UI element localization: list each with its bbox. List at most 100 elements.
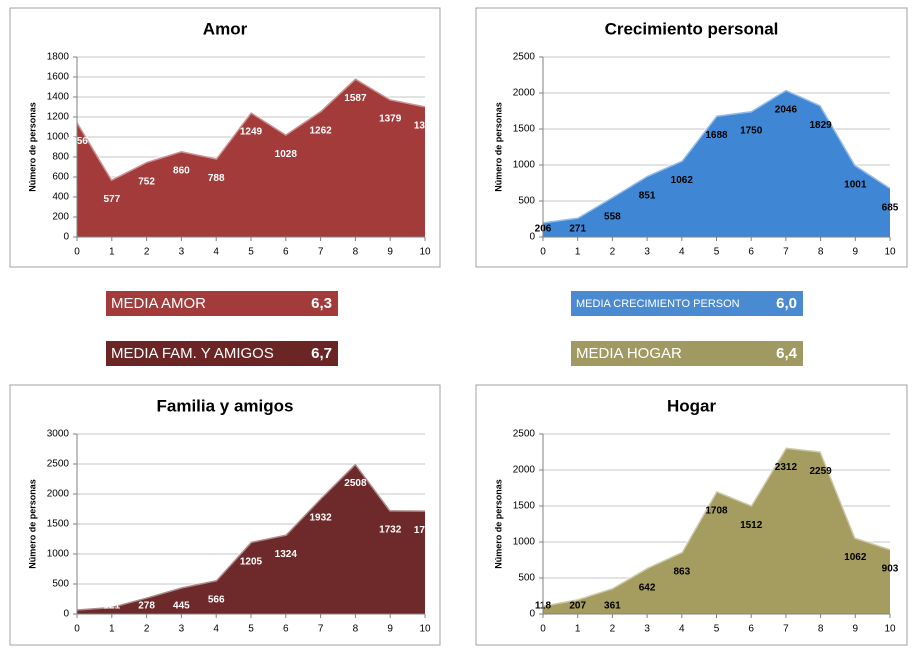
x-tick-label: 10: [884, 247, 896, 258]
y-tick-label: 0: [63, 609, 69, 620]
area: [543, 89, 890, 237]
x-tick-label: 5: [714, 247, 720, 258]
data-label: 2312: [775, 462, 798, 473]
y-tick-label: 3000: [47, 429, 70, 440]
y-tick-label: 500: [518, 573, 535, 584]
x-tick-label: 1: [575, 247, 581, 258]
data-label: 445: [173, 601, 190, 612]
data-label: 278: [138, 601, 155, 612]
y-tick-label: 1000: [47, 132, 70, 143]
y-tick-label: 1000: [513, 160, 536, 171]
y-tick-label: 800: [52, 152, 69, 163]
data-label: 1708: [705, 506, 728, 517]
y-tick-label: 1000: [513, 537, 536, 548]
y-tick-label: 1400: [47, 92, 70, 103]
data-label: 2046: [775, 104, 798, 115]
data-label: 361: [604, 601, 621, 612]
data-label: 2508: [344, 478, 367, 489]
data-label: 1727: [414, 525, 437, 536]
y-axis-label: Número de personas: [27, 479, 37, 569]
y-tick-label: 0: [529, 609, 535, 620]
data-label: 1379: [379, 114, 402, 125]
x-tick-label: 6: [283, 624, 289, 635]
data-label: 566: [208, 595, 225, 606]
y-axis-label: Número de personas: [493, 479, 503, 569]
x-tick-label: 2: [144, 624, 150, 635]
data-label: 1062: [844, 552, 867, 563]
x-tick-label: 7: [783, 624, 789, 635]
data-label: 788: [208, 173, 225, 184]
y-tick-label: 500: [52, 579, 69, 590]
summary-box: [106, 291, 338, 316]
data-label: 1028: [275, 149, 298, 160]
x-tick-label: 3: [644, 247, 650, 258]
data-label: 1249: [240, 127, 263, 138]
x-tick-label: 1: [575, 624, 581, 635]
y-tick-label: 1500: [513, 124, 536, 135]
x-tick-label: 3: [644, 624, 650, 635]
data-label: 121: [103, 601, 120, 612]
area: [543, 447, 890, 614]
area-top: [543, 445, 890, 607]
summary-label: MEDIA HOGAR: [576, 345, 682, 362]
chart-title: Amor: [203, 19, 248, 38]
x-tick-label: 3: [179, 624, 185, 635]
data-label: 903: [882, 564, 899, 575]
summary-label: MEDIA AMOR: [111, 295, 206, 312]
data-label: 1062: [671, 175, 694, 186]
x-tick-label: 9: [853, 624, 859, 635]
summary-box: [571, 341, 803, 366]
data-label: 558: [604, 211, 621, 222]
x-tick-label: 0: [540, 624, 546, 635]
data-label: 271: [569, 224, 586, 235]
summary-value: 6,0: [776, 295, 797, 312]
y-tick-label: 400: [52, 192, 69, 203]
x-tick-label: 6: [748, 247, 754, 258]
y-tick-label: 1800: [47, 52, 70, 63]
x-tick-label: 5: [248, 624, 254, 635]
y-tick-label: 2500: [513, 429, 536, 440]
x-tick-label: 3: [179, 247, 185, 258]
summary-value: 6,4: [776, 345, 798, 362]
x-tick-label: 2: [144, 247, 150, 258]
x-tick-label: 0: [540, 247, 546, 258]
x-tick-label: 2: [610, 247, 616, 258]
area-top: [543, 87, 890, 224]
y-tick-label: 2500: [513, 52, 536, 63]
data-label: 1750: [740, 126, 763, 137]
summary-value: 6,3: [311, 295, 332, 312]
data-label: 851: [639, 190, 656, 201]
x-tick-label: 4: [679, 624, 685, 635]
data-label: 685: [882, 202, 899, 213]
x-tick-label: 7: [318, 624, 324, 635]
x-tick-label: 1: [109, 624, 115, 635]
summary-label: MEDIA CRECIMIENTO PERSON: [576, 298, 740, 310]
data-label: 1205: [240, 556, 263, 567]
y-tick-label: 1000: [47, 549, 70, 560]
data-label: 1932: [309, 513, 332, 524]
x-tick-label: 4: [213, 247, 219, 258]
y-tick-label: 600: [52, 172, 69, 183]
x-tick-label: 4: [679, 247, 685, 258]
x-tick-label: 0: [74, 624, 80, 635]
x-tick-label: 6: [748, 624, 754, 635]
data-label: 1324: [275, 549, 298, 560]
y-tick-label: 500: [518, 196, 535, 207]
x-tick-label: 8: [818, 624, 824, 635]
data-label: 1732: [379, 525, 402, 536]
x-tick-label: 4: [213, 624, 219, 635]
summary-box: [106, 341, 338, 366]
y-tick-label: 1500: [513, 501, 536, 512]
x-tick-label: 7: [783, 247, 789, 258]
x-tick-label: 10: [419, 624, 431, 635]
data-label: 1309: [414, 121, 437, 132]
summary-value: 6,7: [311, 345, 332, 362]
data-label: 642: [639, 582, 656, 593]
area: [77, 78, 425, 237]
data-label: 863: [673, 567, 690, 578]
y-tick-label: 1600: [47, 72, 70, 83]
data-label: 1262: [309, 125, 332, 136]
data-label: 577: [103, 194, 120, 205]
data-label: 1587: [344, 93, 367, 104]
